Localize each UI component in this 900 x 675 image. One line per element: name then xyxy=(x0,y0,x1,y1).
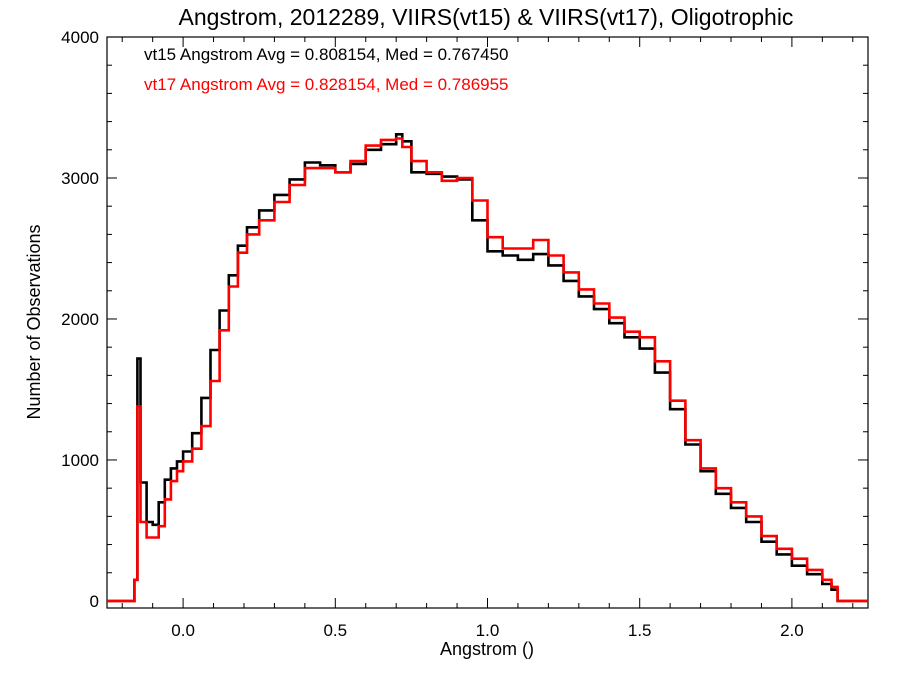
series-layer xyxy=(107,133,868,603)
y-tick-label: 3000 xyxy=(61,169,99,188)
annotation-vt17: vt17 Angstrom Avg = 0.828154, Med = 0.78… xyxy=(144,75,509,94)
y-tick-label: 0 xyxy=(90,592,99,611)
y-axis-title: Number of Observations xyxy=(24,224,44,419)
x-tick-label: 0.5 xyxy=(323,621,347,640)
x-axis: 0.0 0.5 1.0 1.5 2.0 xyxy=(121,37,854,640)
chart-title: Angstrom, 2012289, VIIRS(vt15) & VIIRS(v… xyxy=(179,4,794,30)
y-tick-label: 1000 xyxy=(61,451,99,470)
x-tick-label: 0.0 xyxy=(171,621,195,640)
x-axis-title: Angstrom () xyxy=(440,639,534,659)
annotation-vt15: vt15 Angstrom Avg = 0.808154, Med = 0.76… xyxy=(144,45,509,64)
x-tick-label: 2.0 xyxy=(780,621,804,640)
series-vt17-line xyxy=(107,137,868,603)
y-tick-label: 2000 xyxy=(61,310,99,329)
y-axis: 0 1000 2000 3000 4000 xyxy=(61,28,868,611)
y-tick-label: 4000 xyxy=(61,28,99,47)
x-tick-label: 1.5 xyxy=(628,621,652,640)
x-tick-label: 1.0 xyxy=(476,621,500,640)
